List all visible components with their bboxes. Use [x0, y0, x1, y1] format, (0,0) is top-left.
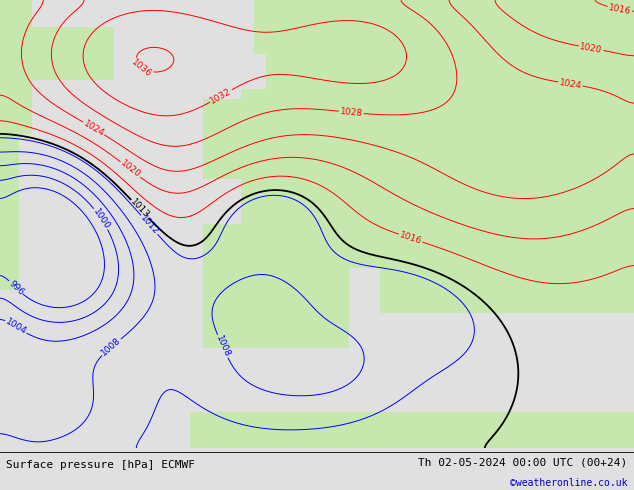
- Text: 996: 996: [6, 278, 25, 297]
- Text: Surface pressure [hPa] ECMWF: Surface pressure [hPa] ECMWF: [6, 460, 195, 470]
- Text: 1016: 1016: [398, 230, 423, 246]
- Text: 1004: 1004: [4, 317, 28, 337]
- Text: Th 02-05-2024 00:00 UTC (00+24): Th 02-05-2024 00:00 UTC (00+24): [418, 458, 628, 468]
- Text: 1020: 1020: [119, 159, 142, 180]
- Text: 1020: 1020: [579, 42, 603, 55]
- Text: 1024: 1024: [559, 77, 583, 90]
- Text: 1013: 1013: [129, 197, 151, 220]
- Text: 1008: 1008: [214, 334, 231, 359]
- Text: 1016: 1016: [607, 3, 632, 16]
- Text: 1000: 1000: [91, 207, 111, 231]
- Text: ©weatheronline.co.uk: ©weatheronline.co.uk: [510, 477, 628, 488]
- Text: 1028: 1028: [339, 107, 363, 118]
- Text: 1036: 1036: [130, 57, 153, 79]
- Text: 1012: 1012: [138, 213, 160, 236]
- Text: 1032: 1032: [209, 86, 233, 105]
- Text: 1008: 1008: [100, 336, 123, 358]
- Text: 1024: 1024: [82, 119, 106, 138]
